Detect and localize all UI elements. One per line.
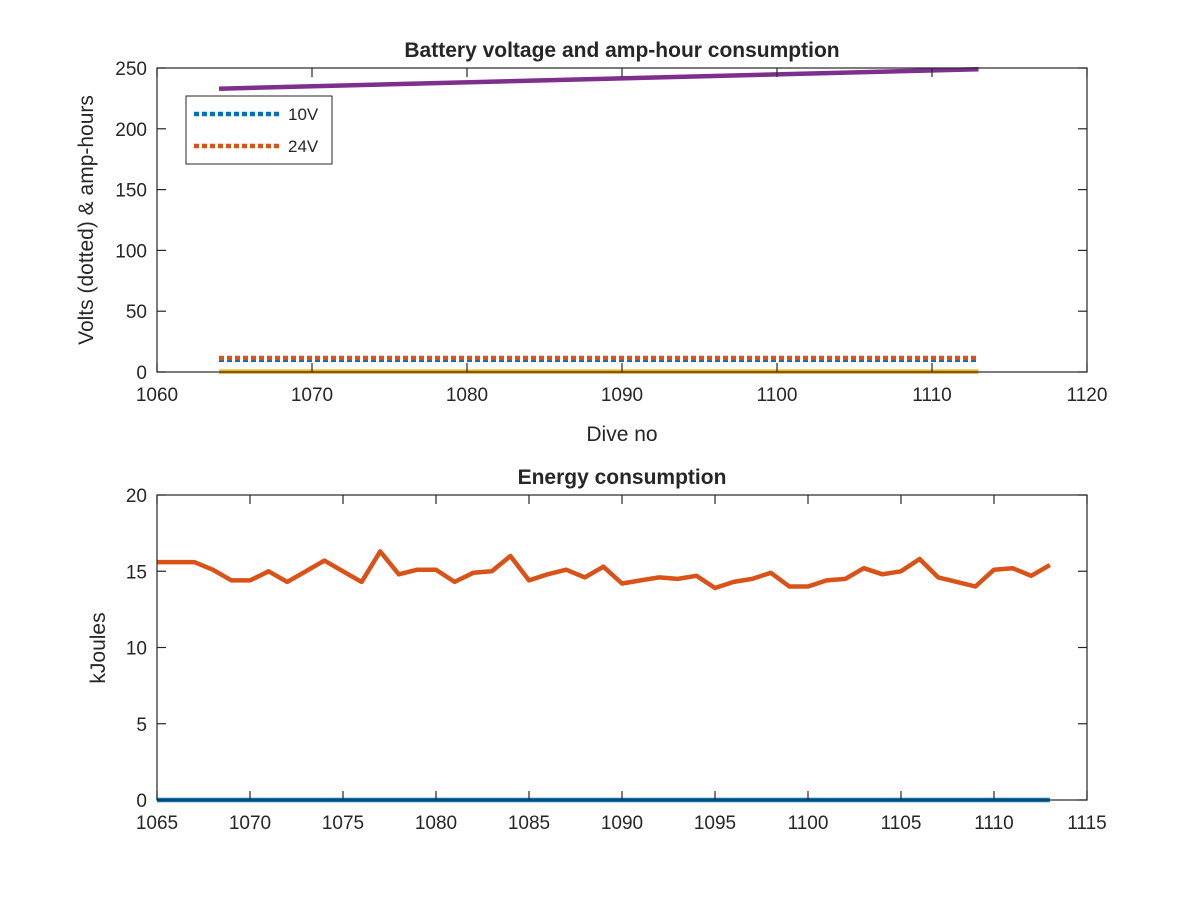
energy-x-tick-label: 1080	[415, 813, 457, 834]
energy-x-tick-label: 1085	[508, 813, 550, 834]
energy-x-tick-label: 1100	[788, 813, 829, 834]
energy-y-tick-label: 10	[126, 639, 147, 660]
voltage-amphour-y-tick-label: 0	[136, 363, 147, 384]
voltage-amphour-panel: 1060 1070 1080 1090 1100 1110 1120 0 50 100 150 200…	[75, 39, 1107, 446]
voltage-amphour-plot-area	[218, 66, 979, 374]
voltage-amphour-y-tick-label: 200	[115, 120, 147, 141]
energy-x-tick-label: 1115	[1067, 813, 1106, 834]
legend-label-10v: 10V	[288, 105, 319, 124]
voltage-amphour-y-label: Volts (dotted) & amp-hours	[75, 95, 98, 345]
voltage-amphour-ticks: 1060 1070 1080 1090 1100 1110 1120 0 50 100 150 200…	[115, 59, 1107, 406]
energy-x-tick-label: 1090	[601, 813, 643, 834]
voltage-amphour-y-tick-label: 50	[126, 302, 147, 323]
voltage-amphour-x-tick-label: 1060	[136, 385, 178, 406]
energy-panel: 1065 1070 1075 1080 1085 1090 1095 1100 1105 1110…	[87, 466, 1107, 834]
energy-x-tick-label: 1095	[694, 813, 736, 834]
energy-y-tick-label: 0	[136, 791, 147, 812]
voltage-amphour-x-tick-label: 1110	[912, 385, 951, 406]
energy-x-tick-label: 1070	[229, 813, 271, 834]
energy-y-tick-label: 5	[136, 715, 147, 736]
voltage-amphour-series-3-line	[218, 66, 979, 91]
energy-title: Energy consumption	[518, 466, 727, 489]
voltage-amphour-x-tick-label: 1080	[446, 385, 488, 406]
voltage-amphour-title: Battery voltage and amp-hour consumption	[404, 39, 839, 62]
energy-axes-box	[156, 494, 1088, 801]
voltage-amphour-x-tick-label: 1100	[757, 385, 798, 406]
voltage-amphour-x-tick-label: 1090	[601, 385, 643, 406]
energy-x-tick-label: 1075	[322, 813, 364, 834]
energy-ticks: 1065 1070 1075 1080 1085 1090 1095 1100 1105 1110…	[126, 486, 1107, 834]
voltage-amphour-legend: 10V 24V	[185, 95, 333, 165]
voltage-amphour-x-tick-label: 1120	[1067, 385, 1108, 406]
energy-plot-area	[157, 549, 1051, 803]
voltage-amphour-y-tick-label: 100	[115, 241, 147, 262]
energy-x-tick-label: 1105	[881, 813, 922, 834]
energy-series-1-line	[157, 549, 1051, 591]
energy-x-tick-label: 1110	[974, 813, 1013, 834]
legend-box	[185, 95, 333, 165]
voltage-amphour-x-tick-label: 1070	[291, 385, 333, 406]
legend-label-24v: 24V	[288, 137, 319, 156]
energy-y-tick-label: 15	[126, 562, 147, 583]
energy-x-tick-label: 1065	[136, 813, 178, 834]
voltage-amphour-y-tick-label: 250	[115, 59, 147, 80]
voltage-amphour-y-tick-label: 150	[115, 181, 147, 202]
energy-y-label: kJoules	[87, 612, 110, 683]
energy-y-tick-label: 20	[126, 486, 147, 507]
voltage-amphour-x-label: Dive no	[586, 423, 657, 446]
